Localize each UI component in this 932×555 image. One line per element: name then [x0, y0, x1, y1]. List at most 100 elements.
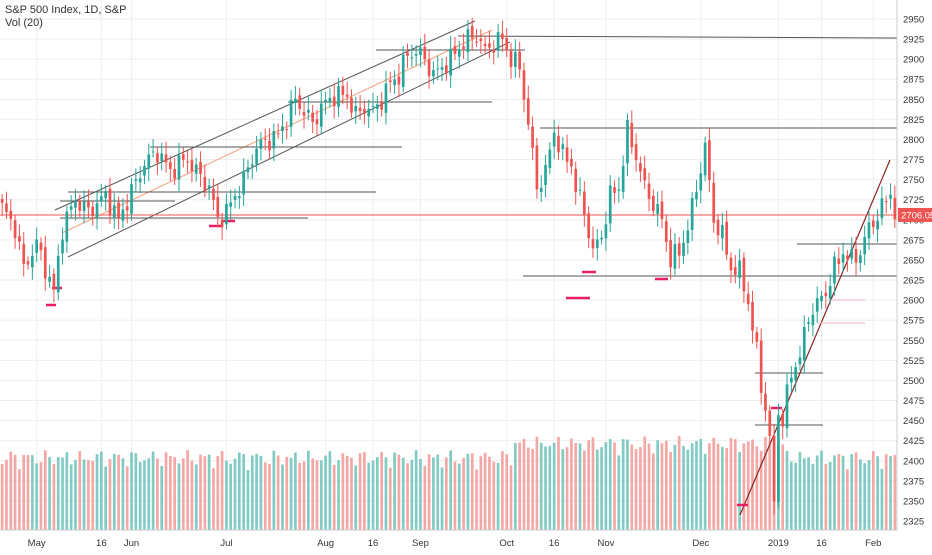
candle-body: [621, 165, 625, 192]
volume-bar: [880, 468, 884, 530]
candle-body: [419, 47, 422, 56]
candle-body: [833, 256, 836, 284]
volume-bar: [673, 444, 677, 530]
candle-body: [630, 122, 634, 148]
volume-bar: [677, 436, 681, 530]
volume-bar: [574, 443, 578, 530]
volume-bar: [492, 461, 496, 530]
grid: [0, 0, 897, 530]
volume-bar: [479, 456, 483, 530]
candle-body: [561, 144, 565, 150]
candle-body: [52, 273, 56, 290]
price-tick-label: 2925: [903, 35, 924, 46]
volume-bar: [501, 451, 504, 530]
candle-body: [406, 52, 409, 56]
candle-body: [626, 119, 629, 164]
volume-bar: [242, 454, 245, 530]
candle-body: [294, 98, 297, 104]
candle-body: [337, 86, 340, 107]
trend-line: [739, 159, 891, 516]
candle-body: [22, 243, 26, 264]
volume-bar: [457, 463, 461, 530]
candle-body: [112, 205, 116, 219]
candle-body: [772, 435, 776, 502]
volume-bar: [613, 442, 616, 530]
candle-body: [61, 239, 64, 254]
candle-body: [319, 103, 323, 127]
volume-bar: [587, 440, 590, 530]
time-tick-label: Nov: [597, 538, 614, 549]
volume-bar: [5, 459, 8, 530]
candle-body: [315, 119, 319, 125]
volume-bar: [518, 442, 521, 530]
candle-body: [790, 377, 793, 383]
volume-label: Vol (20): [5, 17, 43, 29]
candle-body: [591, 239, 595, 249]
candle-body: [807, 322, 810, 324]
candle-body: [828, 285, 832, 299]
volume-bar: [695, 440, 698, 530]
volume-bar: [35, 463, 38, 530]
candle-body: [427, 59, 431, 76]
time-tick-label: 16: [549, 538, 560, 549]
volume-bar: [565, 447, 569, 530]
candle-body: [104, 191, 107, 199]
candle-body: [268, 140, 271, 151]
channel-mid: [61, 29, 493, 234]
candle-body: [608, 185, 612, 224]
volume-bar: [311, 458, 314, 530]
volume-bar: [837, 454, 841, 530]
volume-bar: [164, 452, 168, 530]
price-tick-label: 2475: [903, 396, 924, 407]
volume-bar: [893, 455, 897, 530]
volume-bar: [156, 458, 159, 530]
volume-bar: [496, 462, 500, 530]
candlesticks: [0, 17, 897, 515]
volume-bar: [514, 443, 517, 530]
candle-body: [250, 164, 254, 167]
volume-bar: [639, 447, 642, 530]
volume-bar: [608, 439, 612, 530]
resistance-line: [457, 35, 898, 39]
time-tick-label: Feb: [865, 538, 881, 549]
candle-body: [712, 182, 716, 223]
candle-body: [669, 240, 672, 268]
candle-body: [203, 176, 207, 192]
candle-body: [207, 185, 211, 188]
candle-body: [686, 230, 690, 243]
candle-body: [548, 149, 552, 169]
price-tick-label: 2750: [903, 175, 924, 186]
price-axis: 2325 2350 2375 2400 2425 2450 2475 2500 2525 2550…: [896, 0, 924, 530]
candle-body: [863, 236, 866, 255]
candle-body: [363, 108, 366, 114]
candle-body: [376, 104, 379, 109]
volume-bar: [250, 455, 254, 530]
candle-body: [26, 261, 30, 265]
volume-bar: [225, 460, 228, 530]
candle-body: [259, 139, 263, 149]
volume-bar: [263, 462, 267, 530]
candle-body: [634, 144, 638, 160]
candle-body: [583, 191, 586, 215]
volume-bar: [453, 461, 457, 530]
candle-body: [764, 393, 767, 411]
candle-body: [367, 108, 371, 117]
volume-bar: [876, 456, 879, 530]
candle-body: [505, 37, 509, 51]
candle-body: [69, 206, 73, 210]
volume-bar: [643, 436, 647, 530]
time-tick-label: 2019: [768, 538, 789, 549]
volume-bar: [859, 459, 862, 530]
candle-body: [440, 67, 444, 70]
volume-bar: [31, 455, 34, 530]
time-tick-label: Dec: [692, 538, 709, 549]
candle-body: [121, 209, 125, 221]
candle-body: [690, 197, 694, 230]
price-tick-label: 2375: [903, 476, 924, 487]
candle-body: [147, 154, 151, 169]
candle-body: [432, 70, 435, 77]
candle-body: [733, 267, 737, 275]
candle-body: [164, 154, 168, 163]
